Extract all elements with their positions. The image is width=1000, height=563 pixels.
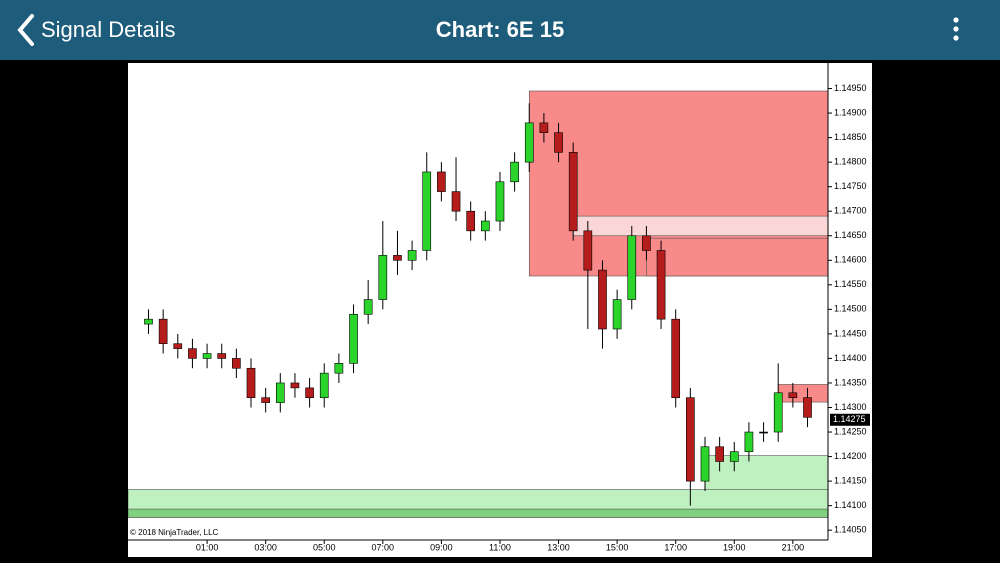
y-tick-label: 1.14900 (834, 107, 867, 117)
x-tick-label: 15:00 (606, 542, 629, 552)
candle-body (466, 210, 476, 232)
candle-body (729, 451, 739, 462)
zone (777, 384, 829, 403)
y-tick-label: 1.14700 (834, 206, 867, 216)
candle-body (612, 299, 622, 330)
candle-body (539, 122, 549, 134)
x-tick-label: 17:00 (664, 542, 687, 552)
y-tick-label: 1.14950 (834, 83, 867, 93)
x-tick-label: 13:00 (547, 542, 570, 552)
x-tick-label: 19:00 (723, 542, 746, 552)
y-tick-label: 1.14850 (834, 132, 867, 142)
candle-body (510, 161, 519, 183)
zone (704, 455, 829, 496)
candle-body (217, 353, 227, 359)
y-tick-label: 1.14300 (834, 402, 867, 412)
candle-body (554, 132, 563, 153)
candle-body (407, 250, 417, 261)
zone (646, 237, 829, 277)
x-tick-label: 11:00 (489, 542, 511, 552)
candle-body (363, 299, 373, 315)
back-button[interactable]: Signal Details (41, 17, 176, 42)
x-tick-label: 05:00 (313, 542, 336, 552)
candle-body (656, 250, 666, 320)
candle-body (759, 431, 768, 434)
y-tick-label: 1.14200 (834, 451, 867, 461)
candle-body (437, 171, 446, 192)
candle-body (480, 220, 490, 232)
y-tick-label: 1.14650 (834, 230, 867, 240)
zone (572, 215, 829, 237)
candle-body (422, 171, 432, 251)
candle-body (568, 152, 578, 232)
x-tick-label: 03:00 (254, 542, 277, 552)
candle-body (788, 392, 798, 398)
y-tick-label: 1.14350 (834, 377, 867, 387)
candle-body (334, 363, 344, 374)
candle-body (305, 387, 314, 398)
candle-body (642, 235, 651, 251)
last-price-label: 1.14275 (833, 414, 866, 424)
candle-body (803, 397, 812, 418)
candle-body (319, 372, 329, 398)
candle-body (598, 269, 607, 330)
y-tick-label: 1.14500 (834, 304, 867, 314)
candle-body (715, 446, 724, 462)
candle-body (246, 367, 256, 398)
candle-body (349, 313, 358, 364)
candle-body (378, 255, 388, 300)
candle-body (495, 181, 505, 222)
candle-body (275, 382, 285, 403)
x-tick-label: 21:00 (782, 542, 805, 552)
candle-body (393, 255, 402, 261)
y-tick-label: 1.14150 (834, 475, 867, 485)
candle-body (188, 348, 197, 359)
back-icon[interactable] (12, 10, 42, 50)
candle-body (451, 191, 461, 212)
candle-body (290, 382, 300, 389)
candle-body (524, 122, 534, 163)
x-tick-label: 01:00 (196, 542, 219, 552)
header-title: Chart: 6E 15 (435, 17, 565, 42)
candle-body (744, 431, 754, 452)
candle-body (144, 318, 153, 325)
candle-body (173, 343, 183, 349)
y-tick-label: 1.14400 (834, 353, 867, 363)
y-tick-label: 1.14750 (834, 181, 867, 191)
copyright: © 2018 NinjaTrader, LLC (130, 528, 219, 537)
x-tick-label: 07:00 (372, 542, 395, 552)
candle-body (700, 446, 710, 482)
menu-icon[interactable] (951, 15, 961, 45)
y-tick-label: 1.14450 (834, 328, 867, 338)
last-price-box (830, 413, 870, 426)
y-tick-label: 1.14100 (834, 500, 867, 510)
candle-body (202, 353, 212, 359)
chart: 1.14050 1.14100 1.14150 1.14200 1.14250 1.143… (128, 63, 872, 557)
candle-body (671, 318, 681, 398)
y-tick-label: 1.14600 (834, 255, 867, 265)
y-tick-label: 1.14250 (834, 426, 867, 436)
candle-body (627, 235, 637, 300)
candle-body (686, 397, 695, 482)
y-tick-label: 1.14050 (834, 525, 867, 535)
candle-body (158, 318, 168, 345)
candle-body (773, 392, 783, 433)
y-tick-label: 1.14550 (834, 279, 867, 289)
x-tick-label: 09:00 (430, 542, 453, 552)
candle-body (232, 358, 241, 369)
candle-body (583, 230, 593, 271)
header-bar: Signal Details Chart: 6E 15 (0, 0, 1000, 60)
zone (128, 508, 829, 518)
candle-body (261, 397, 270, 403)
y-tick-label: 1.14800 (834, 157, 867, 167)
